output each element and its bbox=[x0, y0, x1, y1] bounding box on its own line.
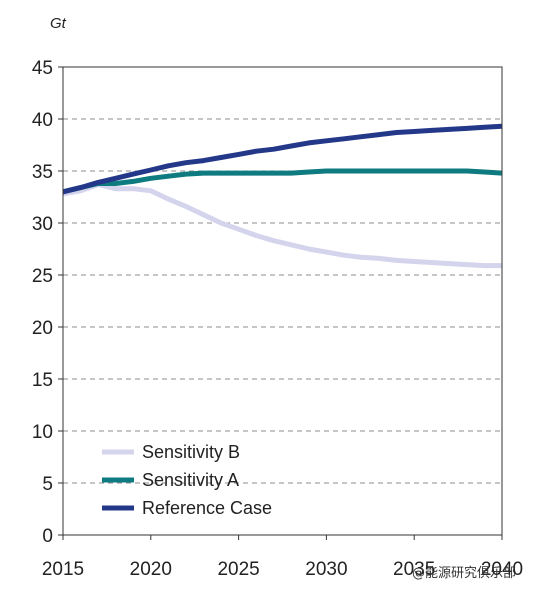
x-tick-label-2025: 2025 bbox=[217, 559, 259, 580]
x-tick-label-2015: 2015 bbox=[42, 559, 84, 580]
y-axis-ticks: 0 5 10 15 20 25 30 35 40 45 bbox=[32, 58, 63, 547]
y-tick-label-15: 15 bbox=[32, 370, 53, 391]
x-tick-label-2040: 2040 bbox=[481, 559, 523, 580]
legend-label-sensitivity-a: Sensitivity A bbox=[142, 470, 239, 490]
series-line-sensitivity-a bbox=[62, 168, 503, 195]
y-tick-label-5: 5 bbox=[42, 474, 53, 495]
series-line-sensitivity-b bbox=[62, 182, 502, 269]
y-tick-label-10: 10 bbox=[32, 422, 53, 443]
y-unit-label: Gt bbox=[50, 15, 67, 32]
y-tick-label-25: 25 bbox=[32, 266, 53, 287]
y-tick-label-30: 30 bbox=[32, 214, 53, 235]
x-axis-ticks: 2015 2020 2025 2030 2035 2040 bbox=[42, 535, 523, 580]
plot-frame bbox=[62, 66, 503, 536]
y-tick-label-45: 45 bbox=[32, 58, 53, 79]
legend-label-sensitivity-b: Sensitivity B bbox=[142, 442, 240, 462]
y-tick-label-40: 40 bbox=[32, 110, 53, 131]
series-lines bbox=[62, 123, 503, 269]
x-tick-label-2035: 2035 bbox=[393, 559, 435, 580]
x-tick-label-2030: 2030 bbox=[305, 559, 347, 580]
y-tick-label-35: 35 bbox=[32, 162, 53, 183]
y-tick-label-20: 20 bbox=[32, 318, 53, 339]
legend-label-reference-case: Reference Case bbox=[142, 498, 272, 518]
series-line-reference-case bbox=[62, 123, 503, 195]
x-tick-label-2020: 2020 bbox=[130, 559, 172, 580]
watermark-text: @能源研究俱乐部 bbox=[412, 566, 517, 581]
legend: Sensitivity B Sensitivity A Reference Case bbox=[102, 442, 272, 518]
y-tick-label-0: 0 bbox=[42, 526, 53, 547]
